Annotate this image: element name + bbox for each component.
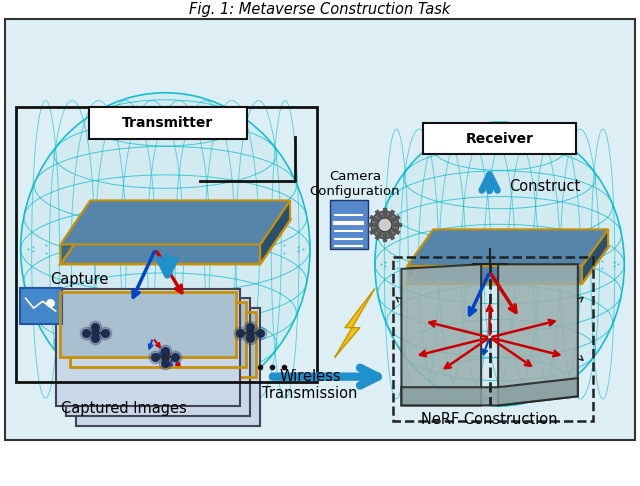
Text: NeRF Construction: NeRF Construction — [421, 412, 558, 427]
FancyBboxPatch shape — [56, 289, 240, 406]
Polygon shape — [61, 200, 290, 244]
Circle shape — [378, 218, 392, 232]
FancyBboxPatch shape — [79, 312, 256, 377]
Circle shape — [47, 299, 54, 307]
Polygon shape — [407, 247, 608, 284]
Text: Receiver: Receiver — [466, 132, 534, 146]
Polygon shape — [61, 200, 90, 264]
Polygon shape — [260, 200, 290, 264]
Polygon shape — [407, 229, 433, 284]
Ellipse shape — [20, 93, 310, 406]
FancyBboxPatch shape — [88, 107, 247, 139]
FancyBboxPatch shape — [20, 288, 61, 324]
Polygon shape — [498, 264, 578, 405]
FancyBboxPatch shape — [330, 200, 368, 249]
FancyBboxPatch shape — [65, 298, 250, 416]
Text: Camera
Configuration: Camera Configuration — [310, 171, 400, 198]
FancyBboxPatch shape — [76, 308, 260, 426]
Text: Capture: Capture — [51, 272, 109, 287]
FancyBboxPatch shape — [60, 293, 236, 357]
Polygon shape — [61, 220, 290, 264]
Circle shape — [371, 211, 399, 239]
Ellipse shape — [375, 122, 625, 406]
Text: Captured Images: Captured Images — [61, 401, 186, 416]
Text: Fig. 1: Metaverse Construction Task: Fig. 1: Metaverse Construction Task — [189, 2, 451, 17]
FancyBboxPatch shape — [4, 19, 636, 440]
Polygon shape — [407, 229, 608, 266]
Polygon shape — [401, 378, 578, 405]
Polygon shape — [401, 264, 481, 405]
Polygon shape — [582, 229, 608, 284]
FancyBboxPatch shape — [423, 123, 577, 155]
Text: Construct: Construct — [509, 178, 581, 193]
Polygon shape — [335, 289, 375, 357]
Text: Transmitter: Transmitter — [122, 116, 213, 130]
Text: Wireless
Transmission: Wireless Transmission — [262, 369, 358, 401]
FancyBboxPatch shape — [70, 302, 246, 367]
